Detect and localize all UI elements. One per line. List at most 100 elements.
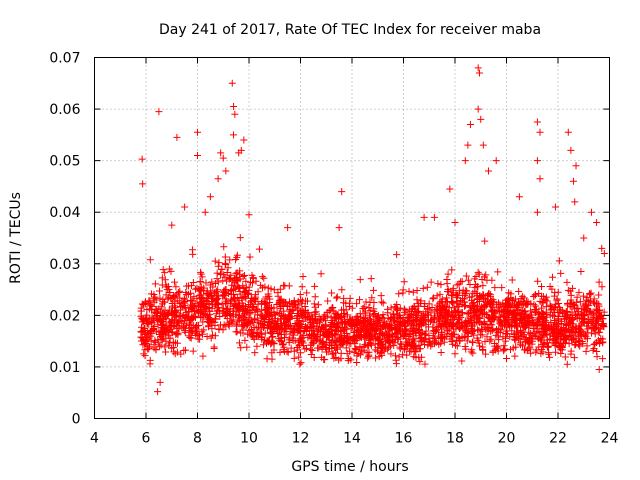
data-point — [264, 319, 272, 327]
data-point — [368, 294, 376, 302]
data-point — [342, 344, 350, 352]
data-point — [451, 219, 459, 227]
data-point — [367, 275, 375, 283]
data-point — [546, 301, 554, 309]
data-point — [156, 316, 164, 324]
data-point — [472, 280, 480, 288]
data-point — [568, 284, 576, 292]
data-point — [220, 243, 228, 251]
data-point — [551, 337, 559, 345]
data-point — [418, 316, 426, 324]
data-point — [598, 314, 606, 322]
data-point — [484, 167, 492, 175]
data-point — [459, 289, 467, 297]
data-point — [270, 310, 278, 318]
data-point — [157, 303, 165, 311]
data-point — [446, 185, 454, 193]
data-point — [169, 338, 177, 346]
data-point — [372, 354, 380, 362]
data-point — [499, 308, 507, 316]
data-point — [416, 358, 424, 366]
data-point — [599, 355, 607, 363]
data-point — [390, 341, 398, 349]
data-point — [212, 288, 220, 296]
data-point — [331, 314, 339, 322]
data-point — [354, 331, 362, 339]
data-point — [175, 289, 183, 297]
data-point — [140, 325, 148, 333]
data-point — [340, 310, 348, 318]
data-point — [270, 339, 278, 347]
data-point — [162, 337, 170, 345]
data-point — [431, 315, 439, 323]
data-point — [328, 289, 336, 297]
data-point — [494, 328, 502, 336]
data-point — [436, 313, 444, 321]
data-point — [363, 329, 371, 337]
data-point — [500, 347, 508, 355]
data-point — [511, 336, 519, 344]
data-point — [270, 286, 278, 294]
data-point — [284, 224, 292, 232]
data-point — [557, 341, 565, 349]
data-point — [233, 253, 241, 261]
data-point — [538, 333, 546, 341]
data-point — [430, 213, 438, 221]
data-point — [415, 353, 423, 361]
data-point — [555, 343, 563, 351]
data-point — [141, 340, 149, 348]
data-point — [378, 298, 386, 306]
data-point — [277, 295, 285, 303]
data-point — [456, 325, 464, 333]
data-point — [534, 277, 542, 285]
data-point — [572, 162, 580, 170]
data-point — [217, 149, 225, 157]
data-point — [577, 268, 585, 276]
data-point — [573, 293, 581, 301]
data-point — [221, 259, 229, 267]
data-point — [307, 318, 315, 326]
y-tick-label: 0.06 — [49, 102, 80, 118]
data-point — [175, 312, 183, 320]
data-point — [197, 270, 205, 278]
data-point — [171, 278, 179, 286]
data-point — [413, 296, 421, 304]
data-point — [242, 277, 250, 285]
data-point — [540, 324, 548, 332]
data-point — [258, 333, 266, 341]
data-point — [208, 331, 216, 339]
data-point — [454, 315, 462, 323]
data-point — [516, 329, 524, 337]
data-point — [438, 312, 446, 320]
data-point — [393, 310, 401, 318]
data-point — [326, 345, 334, 353]
data-point — [189, 250, 197, 258]
data-point — [417, 297, 425, 305]
data-point — [443, 327, 451, 335]
data-point — [487, 335, 495, 343]
data-point — [571, 198, 579, 206]
data-point — [209, 295, 217, 303]
data-point — [165, 309, 173, 317]
data-point — [157, 335, 165, 343]
data-point — [356, 296, 364, 304]
data-point — [274, 317, 282, 325]
data-point — [267, 312, 275, 320]
data-point — [266, 323, 274, 331]
data-point — [449, 284, 457, 292]
data-point — [422, 327, 430, 335]
data-point — [293, 343, 301, 351]
data-point — [444, 318, 452, 326]
data-point — [501, 345, 509, 353]
data-point — [310, 332, 318, 340]
data-point — [355, 317, 363, 325]
data-point — [561, 332, 569, 340]
data-point — [182, 314, 190, 322]
data-point — [569, 335, 577, 343]
data-point — [251, 316, 259, 324]
data-point — [492, 157, 500, 165]
data-point — [561, 339, 569, 347]
data-point — [556, 308, 564, 316]
x-tick-label: 10 — [240, 431, 258, 447]
data-point — [199, 295, 207, 303]
